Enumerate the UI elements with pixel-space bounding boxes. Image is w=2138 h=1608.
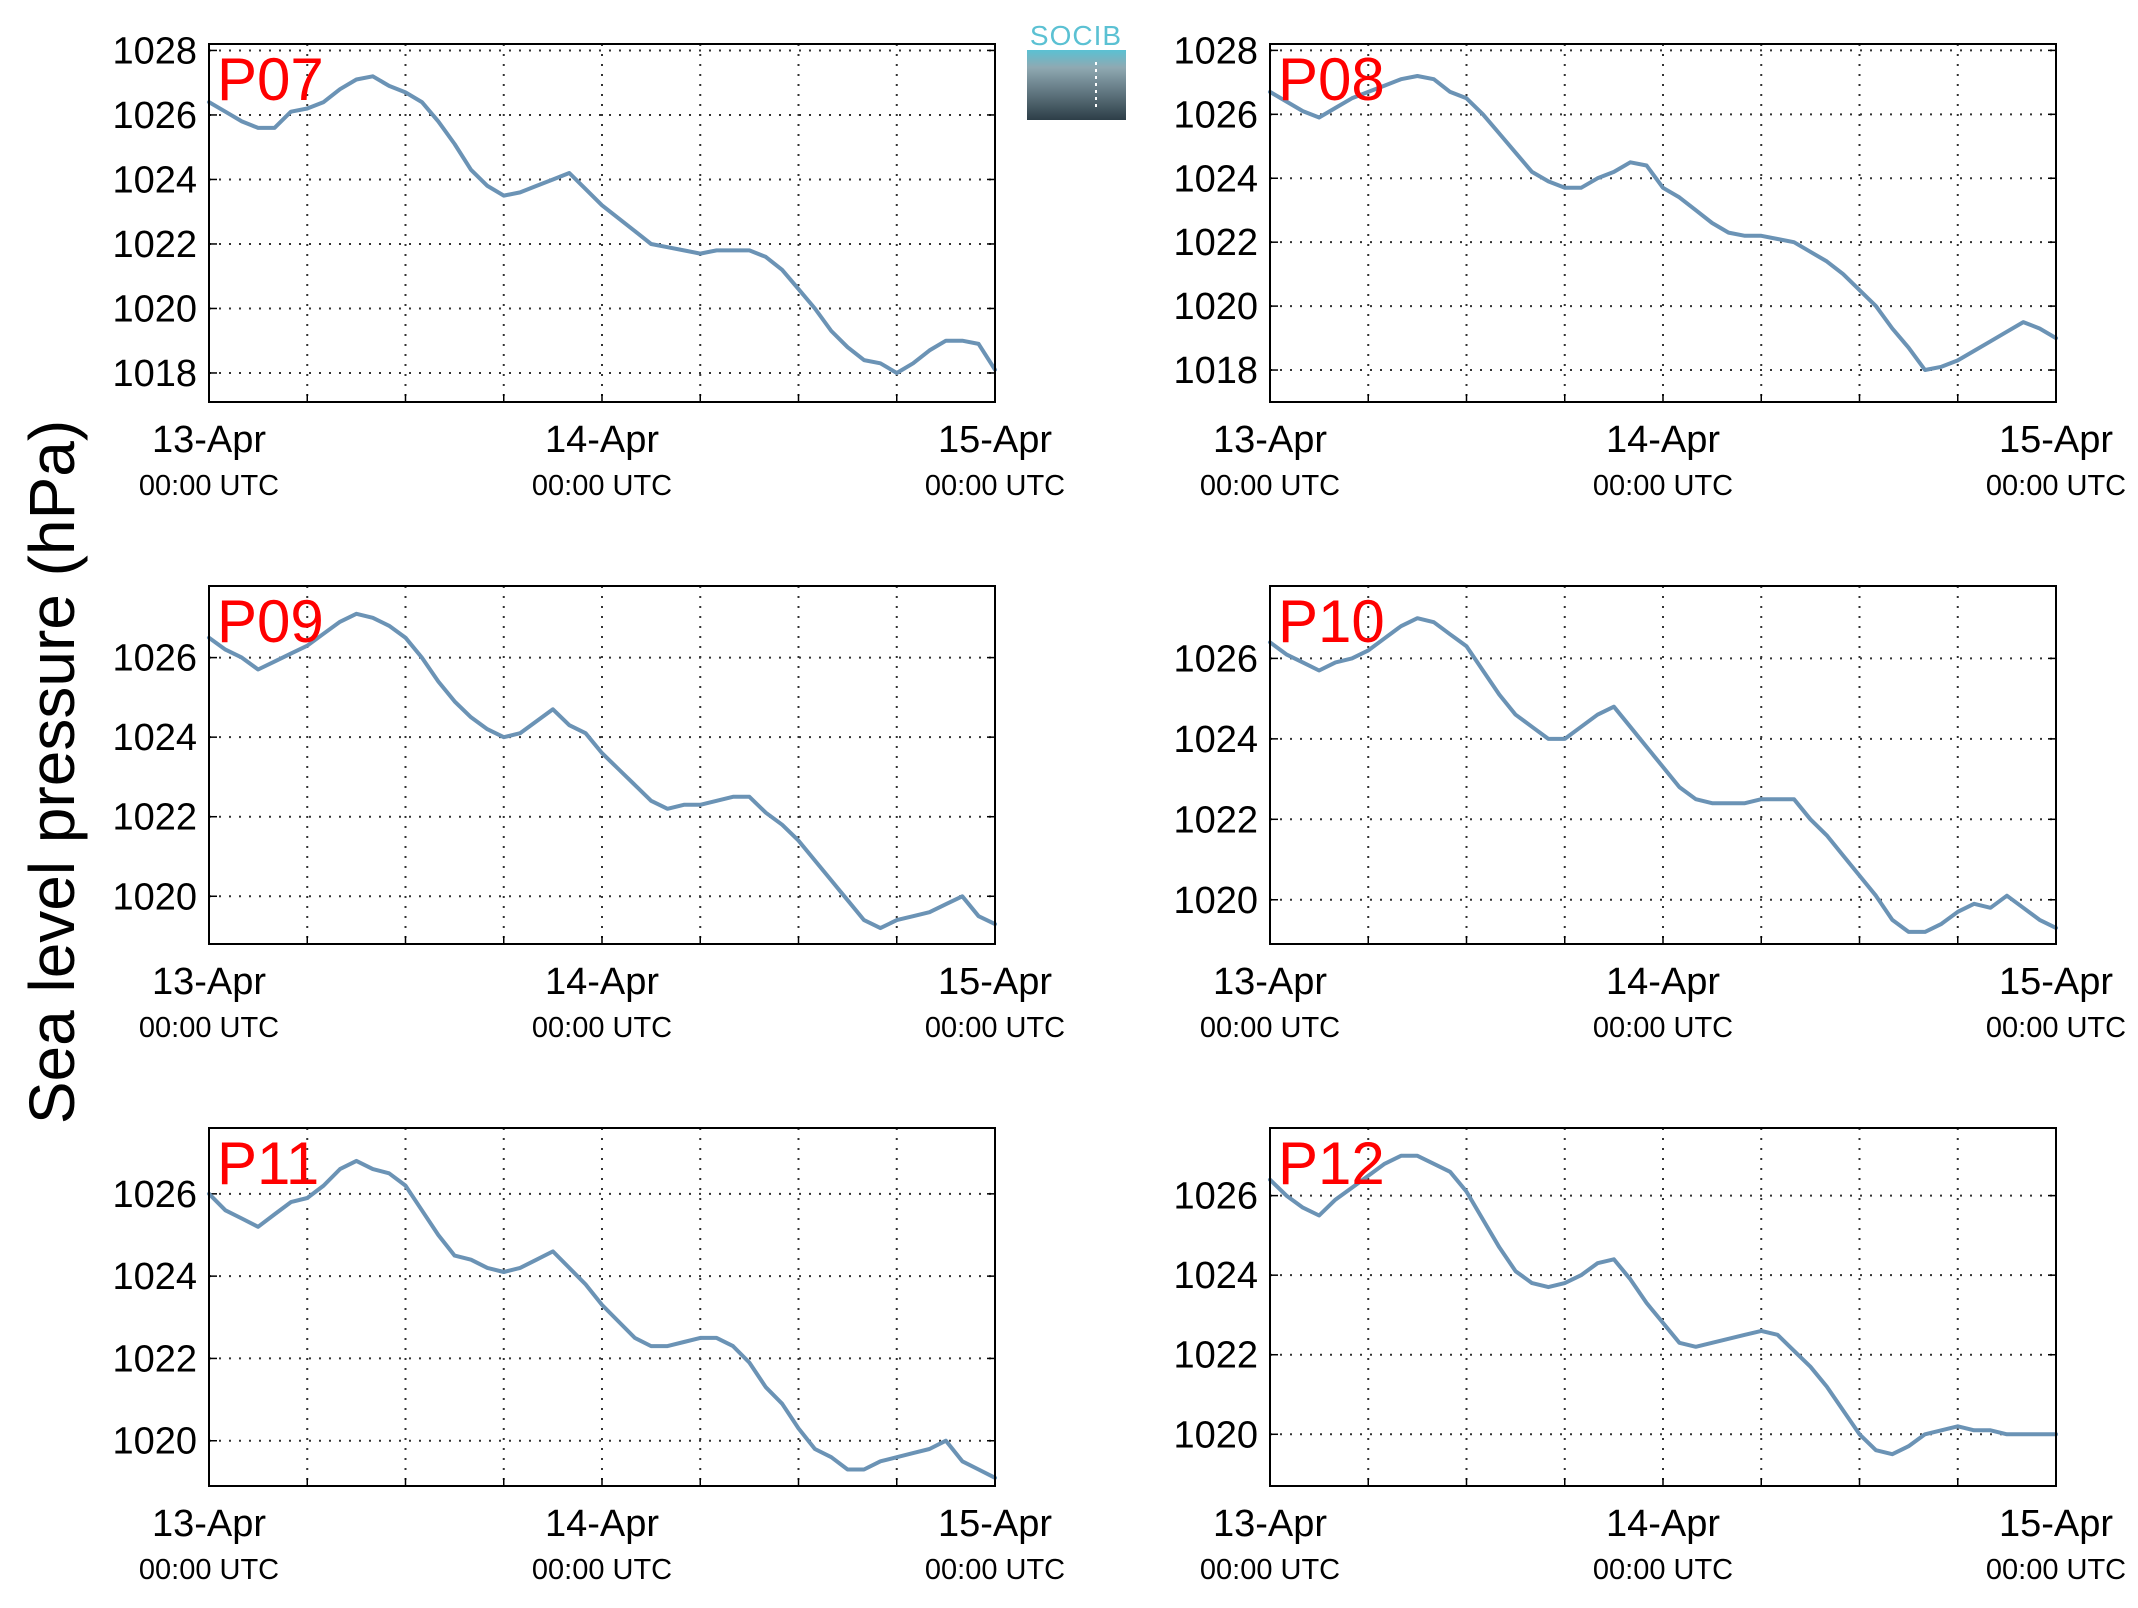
x-tick-sublabel: 00:00 UTC	[1593, 1554, 1733, 1586]
y-tick-label: 1020	[1173, 880, 1258, 922]
x-tick-label: 15-Apr	[938, 419, 1052, 461]
x-tick-label: 15-Apr	[1999, 1503, 2113, 1545]
x-tick-sublabel: 00:00 UTC	[1200, 1012, 1340, 1044]
axes-frame	[208, 43, 996, 403]
y-tick-label: 1024	[1173, 158, 1258, 200]
x-tick-sublabel: 00:00 UTC	[139, 470, 279, 502]
y-tick-label: 1020	[1173, 1414, 1258, 1456]
panel-title: P09	[217, 588, 324, 655]
series-line-p09	[207, 611, 997, 931]
x-tick-label: 15-Apr	[1999, 419, 2113, 461]
x-tick-label: 14-Apr	[1606, 1503, 1720, 1545]
y-axis-label: Sea level pressure (hPa)	[16, 420, 88, 1124]
axes-frame	[1269, 1127, 2057, 1487]
y-tick-label: 1022	[1173, 799, 1258, 841]
x-tick-sublabel: 00:00 UTC	[925, 1012, 1065, 1044]
y-tick-label: 1024	[1173, 1255, 1258, 1297]
panel-title: P07	[217, 46, 324, 113]
y-tick-label: 1026	[112, 638, 197, 680]
y-tick-label: 1018	[1173, 350, 1258, 392]
x-tick-sublabel: 00:00 UTC	[1200, 1554, 1340, 1586]
x-tick-sublabel: 00:00 UTC	[139, 1554, 279, 1586]
x-tick-sublabel: 00:00 UTC	[532, 1554, 672, 1586]
axes-frame	[208, 1127, 996, 1487]
x-tick-label: 13-Apr	[1213, 1503, 1327, 1545]
axes-frame	[1269, 43, 2057, 403]
y-tick-label: 1024	[112, 717, 197, 759]
chart-panel-p10: 1020 1022 1024 1026 13-Apr 00:00 UTC 14-Apr 00:…	[1173, 585, 2126, 1044]
y-tick-label: 1022	[112, 797, 197, 839]
panel-title: P11	[217, 1130, 319, 1197]
chart-panel-p09: 1020 1022 1024 1026 13-Apr 00:00 UTC 14-Apr 00:…	[112, 585, 1065, 1044]
x-tick-sublabel: 00:00 UTC	[139, 1012, 279, 1044]
panel-title: P08	[1278, 46, 1385, 113]
x-tick-label: 13-Apr	[152, 961, 266, 1003]
y-tick-label: 1020	[1173, 286, 1258, 328]
y-tick-label: 1022	[112, 224, 197, 266]
axes-frame	[1269, 585, 2057, 945]
series-line-p11	[207, 1158, 997, 1480]
chart-panel-p07: 1018 1020 1022 1024 1026 1028 13-Apr 00:00 UTC 1…	[112, 30, 1065, 502]
y-tick-label: 1028	[112, 30, 197, 72]
x-tick-sublabel: 00:00 UTC	[1200, 470, 1340, 502]
x-tick-sublabel: 00:00 UTC	[925, 1554, 1065, 1586]
y-tick-label: 1020	[112, 288, 197, 330]
panel-title: P12	[1278, 1130, 1385, 1197]
x-tick-sublabel: 00:00 UTC	[1986, 1012, 2126, 1044]
chart-panel-p11: 1020 1022 1024 1026 13-Apr 00:00 UTC 14-Apr 00:…	[112, 1127, 1065, 1586]
x-tick-label: 15-Apr	[1999, 961, 2113, 1003]
axes-frame	[208, 585, 996, 945]
x-tick-label: 14-Apr	[1606, 419, 1720, 461]
x-tick-label: 13-Apr	[1213, 419, 1327, 461]
x-tick-label: 14-Apr	[545, 961, 659, 1003]
y-tick-label: 1018	[112, 353, 197, 395]
y-tick-label: 1022	[1173, 1335, 1258, 1377]
panel-title: P10	[1278, 588, 1385, 655]
x-tick-label: 13-Apr	[152, 1503, 266, 1545]
series-line-p08	[1268, 74, 2058, 372]
y-tick-label: 1026	[1173, 1176, 1258, 1218]
x-tick-sublabel: 00:00 UTC	[1986, 470, 2126, 502]
x-tick-label: 14-Apr	[1606, 961, 1720, 1003]
y-tick-label: 1022	[112, 1338, 197, 1380]
y-tick-label: 1022	[1173, 222, 1258, 264]
x-tick-sublabel: 00:00 UTC	[925, 470, 1065, 502]
x-tick-sublabel: 00:00 UTC	[1986, 1554, 2126, 1586]
x-tick-sublabel: 00:00 UTC	[1593, 1012, 1733, 1044]
x-tick-sublabel: 00:00 UTC	[532, 470, 672, 502]
x-tick-label: 15-Apr	[938, 961, 1052, 1003]
y-tick-label: 1026	[112, 1174, 197, 1216]
y-tick-label: 1026	[112, 95, 197, 137]
x-tick-label: 15-Apr	[938, 1503, 1052, 1545]
socib-logo: SOCIB	[1027, 20, 1126, 120]
y-tick-label: 1020	[112, 1421, 197, 1463]
x-tick-label: 14-Apr	[545, 419, 659, 461]
x-tick-label: 14-Apr	[545, 1503, 659, 1545]
y-tick-label: 1026	[1173, 638, 1258, 680]
y-tick-label: 1028	[1173, 30, 1258, 72]
y-tick-label: 1024	[112, 159, 197, 201]
x-tick-sublabel: 00:00 UTC	[532, 1012, 672, 1044]
series-line-p10	[1268, 616, 2058, 934]
chart-panel-p08: 1018 1020 1022 1024 1026 1028 13-Apr 00:00 UTC 1…	[1173, 30, 2126, 502]
chart-panel-p12: 1020 1022 1024 1026 13-Apr 00:00 UTC 14-Apr 00:…	[1173, 1127, 2126, 1586]
socib-logo-text: SOCIB	[1030, 20, 1122, 51]
x-tick-label: 13-Apr	[152, 419, 266, 461]
series-line-p12	[1268, 1153, 2058, 1457]
x-tick-sublabel: 00:00 UTC	[1593, 470, 1733, 502]
y-tick-label: 1020	[112, 876, 197, 918]
series-line-p07	[207, 74, 997, 375]
y-tick-label: 1024	[112, 1256, 197, 1298]
socib-logo-mark	[1027, 50, 1126, 120]
y-tick-label: 1026	[1173, 94, 1258, 136]
y-tick-label: 1024	[1173, 719, 1258, 761]
x-tick-label: 13-Apr	[1213, 961, 1327, 1003]
